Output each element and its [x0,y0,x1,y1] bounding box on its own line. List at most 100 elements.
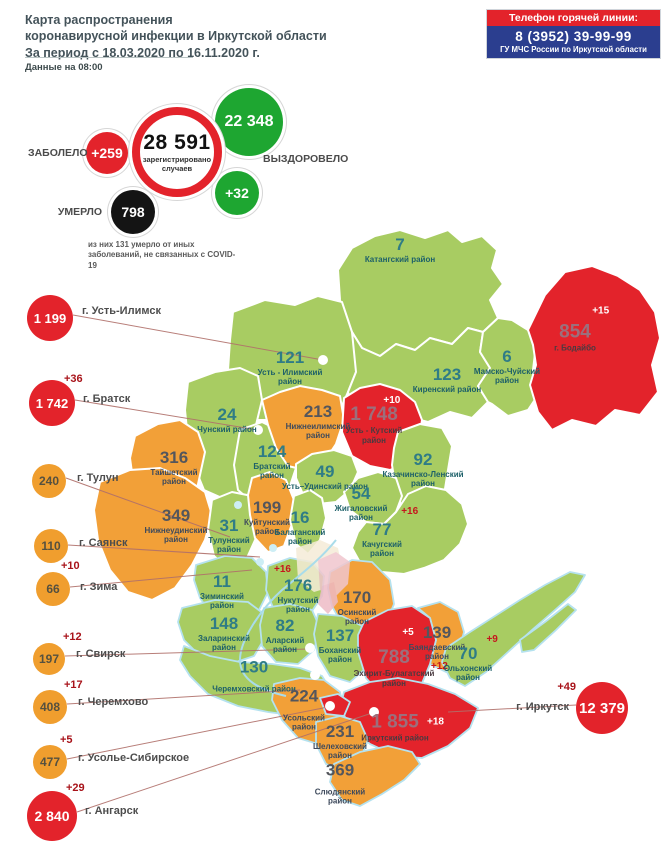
district-value: 70 [458,643,478,663]
angara-river [238,539,337,697]
district-value: 199 [252,497,282,517]
district-value: 16 [290,507,310,527]
district-label-kazachinsko-lensky: 92 Казачинско-Ленский район [371,451,475,489]
district-name: Братский район [253,461,291,481]
district-value: 7 [395,234,405,254]
city-delta: +10 [61,560,80,572]
district-label-bokhansky: 137 Боханский район [309,627,371,665]
district-label-katangsky: 7 Катангский район [357,234,443,264]
registered-value: 28 591 [143,131,211,154]
city-value-circle: 1 742 [29,380,75,426]
city-dots [234,355,379,717]
district-label-bratsky: 124 Братский район [242,443,302,481]
district-label-nizhneudinsky: 349 Нижнеудинский район [133,507,219,545]
district-shape-zhigalovsky [343,471,403,525]
district-delta: +16 [401,505,419,517]
district-name: Боханский район [318,645,362,665]
hotline-phone: 8 (3952) 39-99-99 [515,29,632,44]
district-name: Шелеховский район [313,741,367,761]
district-label-olkhonsky: +9 70 Ольхонский район [435,634,501,683]
district-name: Усть - Илимский район [257,367,323,387]
registered-caption2: случаев [161,164,193,173]
hotline-body: 8 (3952) 39-99-99 ГУ МЧС России по Иркут… [487,26,660,58]
page-title: Карта распространения коронавирусной инф… [25,13,327,60]
district-value: 24 [217,404,237,424]
city-delta: +17 [64,679,83,691]
district-shape-mamsko-chuysky [477,317,541,417]
district-shape-tulunsky [207,491,261,571]
district-name: Слюдянский район [314,787,366,806]
recovered-delta-circle: +32 [215,171,259,215]
district-label-tulunsky: 31 Тулунский район [201,517,257,555]
district-name: Усть - Кутский район [345,425,403,445]
district-shape-bodaibinsky [527,265,661,431]
district-label-balagansky: 16 Балаганский район [268,509,332,547]
district-label-zhigalovsky: 54 Жигаловский район [325,485,397,523]
district-name: Чунский район [197,424,257,434]
district-name: Качугский район [362,539,402,559]
city-value-circle: 1 199 [27,295,73,341]
city-value: 1 199 [33,310,67,326]
district-name: Мамско-Чуйский район [473,366,541,386]
district-name: Эхирит-Булагатский район [353,668,435,688]
district-name: Нижнеилимский район [285,421,351,441]
district-shape-slyudyansky [329,745,421,807]
district-label-mamsko-chuysky: 6 Мамско-Чуйский район [472,348,542,386]
district-label-shelekhovsky: 231 Шелеховский район [302,723,378,761]
city-value: 197 [38,652,60,666]
city-value-circle: 240 [32,464,66,498]
district-value: 121 [275,347,305,367]
district-label-ziminsky: 11 Зиминский район [190,573,254,611]
district-value: 123 [432,364,462,384]
district-delta: +9 [486,633,498,645]
district-shape-olkhonsky [441,571,586,687]
data-as-of: Данные на 08:00 [25,62,103,73]
faded-okrug-patches [296,540,350,614]
district-label-cheremkhovsky: 130 Черемховский район [211,658,297,693]
district-name: Балаганский район [274,527,326,547]
district-value: 1 855 [371,711,419,733]
district-value: 148 [209,613,239,633]
district-shape-bokhansky [313,613,373,683]
district-name: Ольхонский район [443,663,493,683]
district-name: Иркутский район [361,733,429,743]
died-circle: 798 [111,190,155,234]
city-name: г. Саянск [79,537,128,549]
district-label-kirensky: 123 Киренский район [404,364,490,394]
district-name: Усольский район [283,713,325,732]
city-value: 12 379 [579,699,625,717]
district-label-kachugsky: +16 77 Качугский район [350,506,418,559]
city-name: г. Зима [80,581,118,593]
district-name: Аларский район [265,635,305,655]
svirsk-town-shape [319,693,351,717]
infected-delta-circle: +259 [86,132,128,174]
district-label-kuitunsky: 199 Куйтунский район [236,499,298,537]
title-divider [25,57,193,58]
city-name: г. Свирск [76,648,126,660]
district-label-bayandaevsky: +12 139 Баяндаевский район [399,624,475,671]
city-delta: +36 [64,373,83,385]
district-name: Тайшетский район [150,467,198,487]
district-value: 854 [559,321,591,343]
callout-lines [64,314,577,813]
city-name: г. Усолье-Сибирское [78,752,190,764]
district-name: Казачинско-Ленский район [382,469,464,489]
district-label-usolsky: 224 Усольский район [271,687,337,732]
city-value-circle: 2 840 [27,791,77,841]
registered-caption: зарегистрировано [142,155,212,164]
hotline-org: ГУ МЧС России по Иркутской области [500,45,647,54]
city-value: 1 742 [35,395,69,411]
city-name: г. Братск [83,393,131,405]
district-value: 31 [219,515,239,535]
district-value: 11 [213,571,231,591]
district-value: 77 [372,519,392,539]
district-label-osinsky: 170 Осинский район [327,589,387,627]
district-label-chunsky: 24 Чунский район [184,404,270,434]
district-value: 176 [283,575,313,595]
city-name: г. Усть-Илимск [82,305,161,317]
district-name: Нижнеудинский район [144,525,208,545]
city-value: 66 [46,582,60,596]
infected-delta: +259 [91,145,123,161]
district-label-ust-ilimsky: 121 Усть - Илимский район [247,349,333,387]
city-delta: +5 [60,734,73,746]
